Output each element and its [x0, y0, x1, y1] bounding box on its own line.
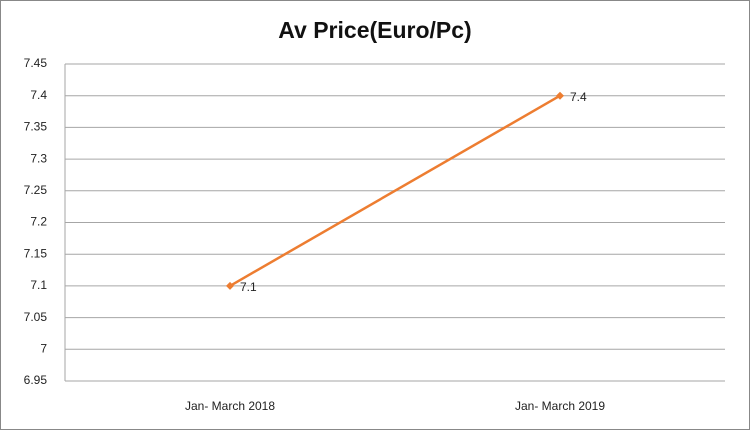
y-tick-label: 6.95: [24, 373, 48, 387]
y-tick-label: 7.1: [30, 278, 47, 292]
point-marker: [556, 91, 564, 100]
y-tick-label: 7.35: [24, 120, 48, 134]
y-tick-label: 7.2: [30, 215, 47, 229]
data-label: 7.4: [570, 90, 587, 104]
y-tick-label: 7: [40, 341, 47, 355]
y-tick-label: 7.25: [24, 183, 48, 197]
y-tick-label: 7.3: [30, 151, 47, 165]
chart-title: Av Price(Euro/Pc): [278, 17, 471, 43]
y-tick-label: 7.05: [24, 310, 48, 324]
x-tick-label: Jan- March 2018: [185, 399, 275, 413]
data-line: [229, 94, 561, 287]
x-tick-label: Jan- March 2019: [515, 399, 605, 413]
y-tick-label: 7.15: [24, 246, 48, 260]
y-tick-label: 7.4: [30, 88, 47, 102]
data-label: 7.1: [240, 280, 257, 294]
point-marker: [226, 281, 234, 290]
y-tick-label: 7.45: [24, 56, 48, 70]
